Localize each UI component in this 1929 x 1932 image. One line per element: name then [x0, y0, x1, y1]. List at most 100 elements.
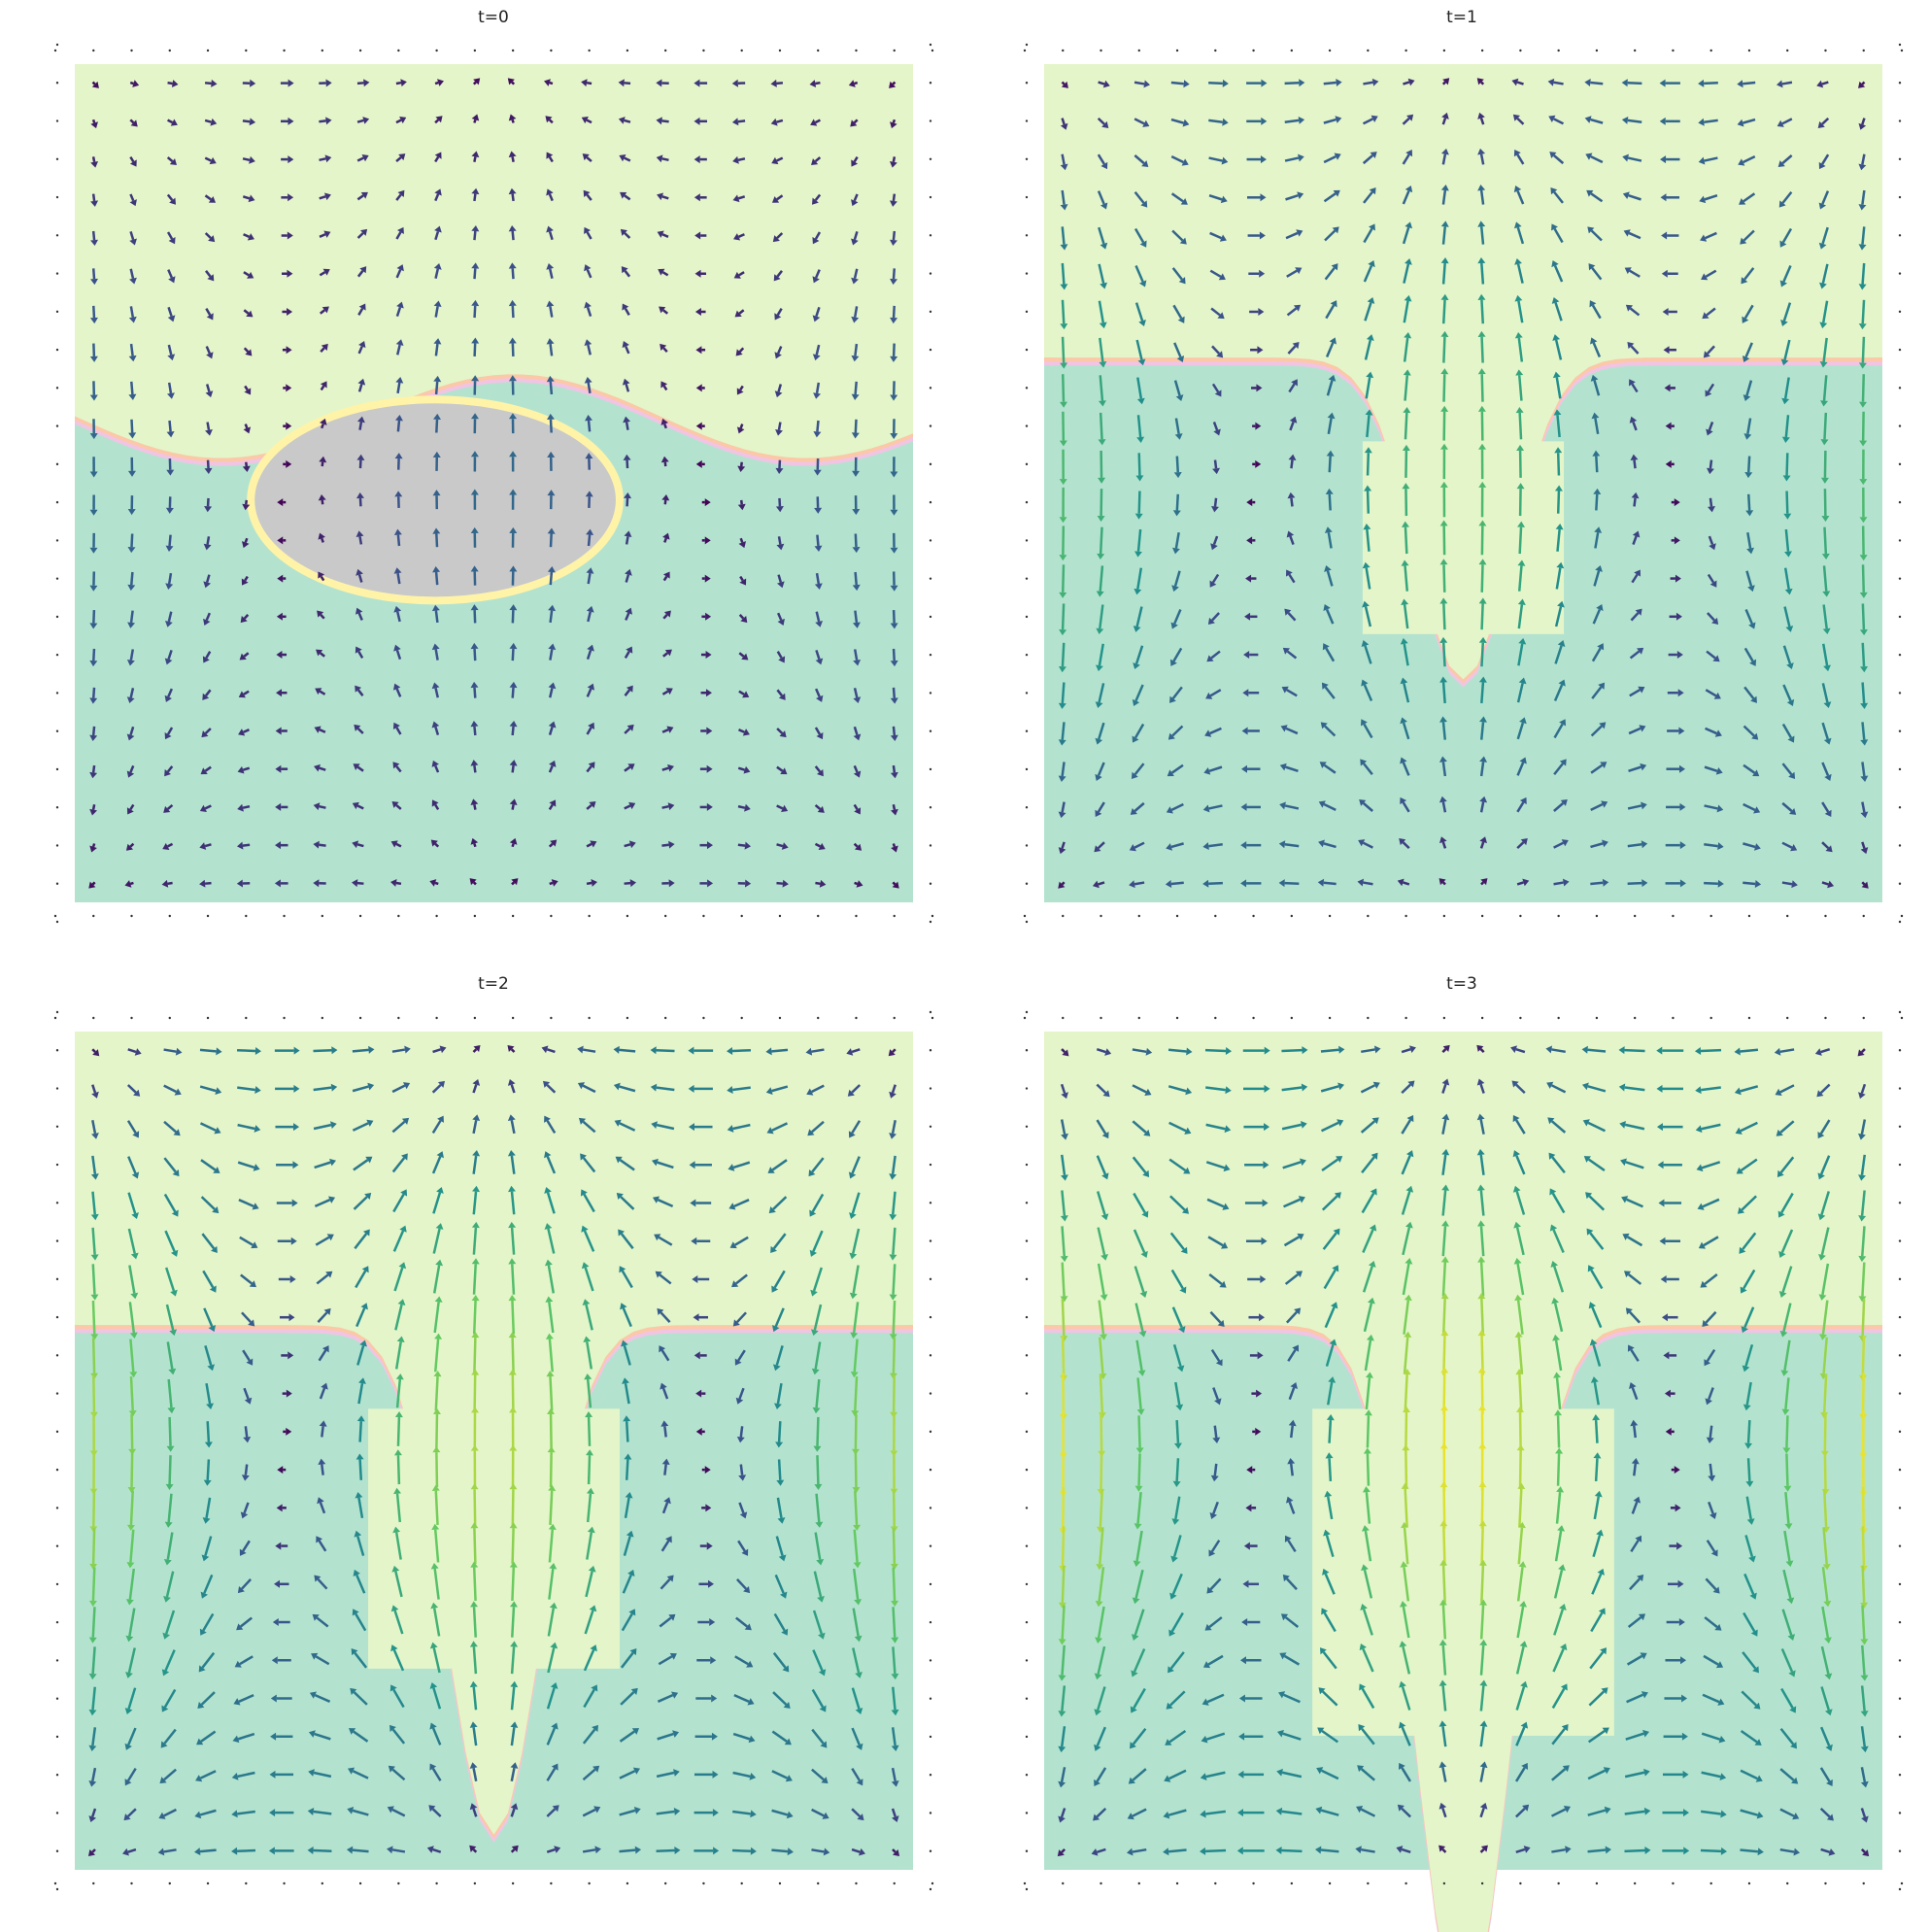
arrow-head: [671, 1691, 679, 1699]
arrow-head: [1207, 617, 1215, 625]
arrow-shaft: [1211, 573, 1220, 584]
arrow-head: [1370, 1188, 1377, 1196]
arrow-head: [743, 1585, 751, 1594]
arrow-head: [1705, 1398, 1712, 1406]
arrow-shaft: [168, 420, 172, 432]
arrow-shaft: [854, 1413, 858, 1449]
arrow-head: [1140, 1250, 1148, 1259]
arrow-head: [320, 418, 327, 425]
arrow-head: [1551, 1297, 1560, 1305]
arrow-shaft: [1743, 304, 1754, 320]
arrow-head: [1640, 1652, 1647, 1660]
arrow-head: [1275, 1807, 1283, 1815]
arrow-shaft: [1172, 304, 1183, 320]
arrow-head: [770, 118, 778, 126]
arrow-shaft: [1782, 684, 1792, 701]
arrow-head: [237, 765, 245, 774]
arrow-head: [1563, 1806, 1571, 1813]
border-dot: [1898, 1849, 1902, 1852]
arrow-head: [1330, 1302, 1338, 1309]
arrow-head: [1440, 1293, 1449, 1300]
arrow-head: [890, 734, 898, 742]
arrow-shaft: [815, 572, 821, 585]
border-dot: [929, 1087, 932, 1090]
arrow-head: [1786, 698, 1795, 706]
border-dot: [1442, 49, 1446, 52]
arrow-head: [852, 546, 861, 554]
arrow-head: [1059, 440, 1067, 447]
arrow-shaft: [472, 1300, 477, 1335]
arrow-head: [1596, 603, 1604, 612]
arrow-shaft: [1404, 1374, 1408, 1413]
border-dot: [1557, 49, 1560, 52]
arrow-shaft: [1323, 1611, 1337, 1633]
arrow-shaft: [1553, 118, 1565, 125]
arrow-shaft: [583, 1649, 595, 1672]
border-dot: [1898, 539, 1902, 542]
arrow-shaft: [1706, 1540, 1716, 1553]
arrow-head: [433, 300, 442, 308]
arrow-head: [652, 1196, 660, 1203]
arrow-head: [286, 459, 292, 468]
arrow-shaft: [625, 1459, 629, 1480]
border-dot: [929, 539, 932, 542]
arrow-head: [242, 465, 251, 473]
arrow-shaft: [1174, 1496, 1181, 1520]
arrow-shaft: [737, 157, 746, 162]
arrow-shaft: [432, 1647, 441, 1674]
arrow-shaft: [511, 81, 516, 85]
arrow-shaft: [237, 1732, 255, 1741]
arrow-head: [1220, 195, 1228, 204]
arrow-head: [660, 456, 669, 463]
arrow-head: [1860, 739, 1869, 746]
arrow-shaft: [816, 534, 820, 547]
arrow-head: [1512, 1185, 1521, 1193]
arrow-shaft: [1479, 1190, 1485, 1216]
arrow-shaft: [396, 611, 401, 623]
arrow-shaft: [546, 1808, 557, 1817]
arrow-head: [1780, 358, 1789, 366]
arrow-head: [470, 1522, 479, 1529]
arrow-head: [1099, 322, 1107, 329]
border-dot: [1025, 1735, 1029, 1739]
arrow-head: [316, 1536, 323, 1543]
arrow-head: [1859, 401, 1868, 408]
arrow-shaft: [1061, 762, 1066, 777]
arrow-head: [1407, 78, 1415, 86]
arrow-head: [1404, 257, 1412, 265]
arrow-shaft: [243, 690, 250, 695]
arrow-head: [1291, 379, 1298, 387]
arrow-shaft: [1516, 1263, 1525, 1296]
arrow-head: [508, 1295, 517, 1302]
arrow-head: [805, 1047, 813, 1056]
arrow-head: [1752, 769, 1760, 777]
arrow-shaft: [1861, 81, 1866, 85]
border-dot: [740, 914, 743, 918]
arrow-head: [1785, 626, 1794, 632]
arrow-head: [704, 574, 711, 583]
arrow-head: [471, 114, 480, 121]
arrow-shaft: [1325, 1343, 1335, 1367]
arrow-head: [1296, 229, 1303, 237]
arrow-shaft: [814, 1341, 822, 1370]
arrow-shaft: [200, 1691, 216, 1706]
arrow-shaft: [546, 1727, 557, 1746]
arrow-head: [1860, 1639, 1869, 1645]
arrow-head: [1557, 600, 1565, 608]
arrow-head: [772, 235, 780, 243]
arrow-shaft: [473, 268, 477, 280]
border-dot: [1214, 914, 1217, 918]
arrow-shaft: [1364, 339, 1372, 360]
arrow-head: [1322, 643, 1330, 651]
arrow-shaft: [1821, 263, 1829, 284]
arrow-head: [1586, 1228, 1594, 1236]
arrow-head: [231, 1810, 238, 1818]
arrow-head: [1359, 798, 1367, 806]
arrow-head: [1202, 1661, 1211, 1669]
arrow-head: [128, 355, 137, 362]
arrow-head: [1589, 1339, 1598, 1346]
border-dot: [1898, 1697, 1902, 1700]
arrow-head: [587, 644, 594, 652]
arrow-head: [850, 119, 858, 127]
border-dot: [1025, 462, 1029, 466]
